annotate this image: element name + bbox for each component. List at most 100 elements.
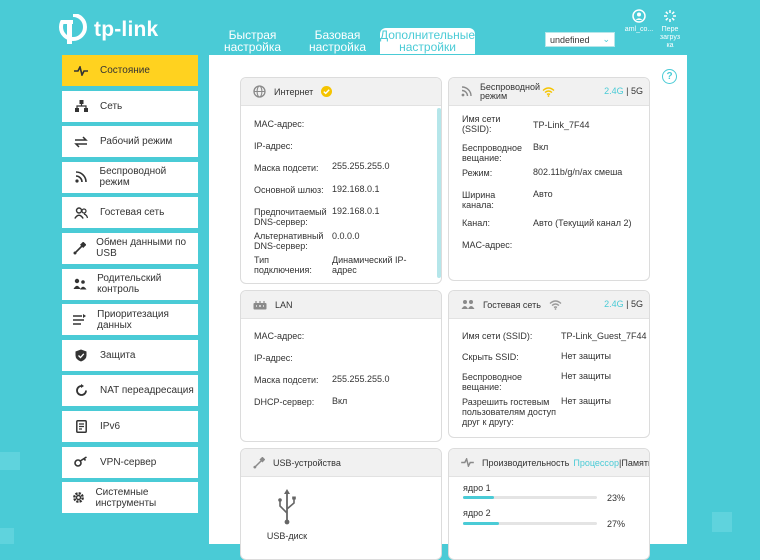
switch-arrows-icon — [62, 136, 100, 148]
gear-icon — [62, 491, 95, 504]
network-icon — [62, 100, 100, 113]
internet-value: 255.255.255.0 — [332, 161, 390, 171]
wireless-label: Беспроводное вещание: — [462, 143, 523, 163]
wifi-icon — [549, 299, 562, 310]
tab-basic[interactable]: Базовая настройка — [308, 28, 367, 54]
guest-label: Разрешить гостевым пользователям доступ … — [462, 397, 557, 427]
sidebar-item-label: Защита — [100, 349, 136, 361]
account-label: aml_co... — [624, 26, 654, 33]
band-5g-tab[interactable]: 5G — [630, 86, 643, 96]
sidebar-item-usb-sharing[interactable]: Обмен данными по USB — [62, 232, 198, 264]
logo-text: tp-link — [94, 18, 159, 41]
guest-band-switch: 2.4G | 5G — [604, 299, 643, 309]
tp-link-logo: tp-link — [58, 14, 158, 46]
wireless-value: 802.11b/g/n/ax смеша — [533, 167, 623, 177]
sidebar-item-guest-network[interactable]: Гостевая сеть — [62, 197, 198, 229]
usb-icon — [62, 241, 96, 255]
wireless-icon — [62, 171, 100, 183]
sidebar: Состояние Сеть Рабочий режим Беспроводно… — [62, 55, 198, 518]
internet-value: 192.168.0.1 — [332, 206, 380, 216]
account-button[interactable]: aml_co... — [622, 9, 656, 34]
band-separator: | — [623, 86, 631, 96]
chevron-down-icon: ⌄ — [602, 34, 610, 44]
top-tabs: Быстрая настройка Базовая настройка Допо… — [210, 28, 475, 54]
internet-label: MAC-адрес: — [254, 119, 305, 129]
sidebar-item-vpn-server[interactable]: VPN-сервер — [62, 446, 198, 478]
internet-label: IP-адрес: — [254, 141, 293, 151]
sidebar-item-label: Родительский контроль — [97, 273, 162, 296]
tab-separator: | — [619, 457, 622, 468]
lan-title: LAN — [275, 299, 293, 310]
tab-quick-setup[interactable]: Быстрая настройка — [223, 28, 282, 54]
lan-value: Вкл — [332, 396, 348, 406]
performance-title: Производительность — [482, 457, 570, 468]
usb-device-label: USB-диск — [266, 531, 308, 541]
sidebar-item-label: Состояние — [100, 65, 150, 76]
sidebar-item-label: Приоритезация данных — [97, 308, 169, 331]
help-icon[interactable]: ? — [662, 69, 677, 84]
document-icon — [62, 419, 100, 433]
sidebar-item-label: Гостевая сеть — [100, 207, 165, 219]
wireless-label: MAC-адрес: — [462, 240, 513, 250]
band-5g-tab[interactable]: 5G — [630, 299, 643, 309]
sidebar-item-wireless[interactable]: Беспроводной режим — [62, 161, 198, 193]
wireless-label: Режим: — [462, 168, 493, 178]
sidebar-item-label: Беспроводной режим — [99, 166, 167, 189]
internet-scrollbar[interactable] — [437, 108, 441, 278]
pulse-icon — [62, 65, 100, 76]
qos-icon — [62, 313, 97, 326]
guest-users-icon — [461, 299, 475, 310]
guest-card-header: Гостевая сеть 2.4G | 5G — [449, 291, 649, 319]
language-select[interactable]: undefined ⌄ — [545, 32, 615, 47]
guest-label: Беспроводное вещание: — [462, 372, 523, 392]
core-label: ядро 1 — [463, 483, 491, 493]
internet-label: Тип подключения: — [254, 255, 312, 275]
core-usage-fill — [463, 496, 494, 499]
wireless-label: Канал: — [462, 218, 490, 228]
sidebar-item-network[interactable]: Сеть — [62, 90, 198, 122]
internet-card: Интернет MAC-адрес: IP-адрес: Маска подс… — [240, 77, 442, 284]
core-percent: 23% — [607, 493, 626, 503]
internet-value: 192.168.0.1 — [332, 184, 380, 194]
usb-title: USB-устройства — [273, 457, 341, 468]
lan-label: MAC-адрес: — [254, 331, 305, 341]
main-panel: ? Интернет MAC-адрес: IP-адрес: Маска по… — [209, 55, 687, 560]
sidebar-item-ipv6[interactable]: IPv6 — [62, 410, 198, 442]
wireless-card: Беспроводной режим 2.4G | 5G Имя сети (S… — [448, 77, 650, 281]
sidebar-item-system-tools[interactable]: Системные инструменты — [62, 482, 198, 514]
wireless-band-switch: 2.4G | 5G — [604, 86, 643, 96]
sidebar-item-nat-forwarding[interactable]: NAT переадресация — [62, 375, 198, 407]
bg-decoration — [712, 512, 732, 532]
internet-value: Динамический IP-адрес — [332, 255, 407, 275]
sidebar-item-status[interactable]: Состояние — [62, 55, 198, 86]
wireless-value: TP-Link_7F44 — [533, 120, 590, 130]
lan-label: IP-адрес: — [254, 353, 293, 363]
sidebar-item-security[interactable]: Защита — [62, 339, 198, 371]
band-24g-tab[interactable]: 2.4G — [604, 299, 624, 309]
memory-tab[interactable]: Память — [621, 457, 650, 468]
globe-icon — [253, 85, 266, 98]
sidebar-item-qos[interactable]: Приоритезация данных — [62, 304, 198, 336]
usb-trident-icon — [278, 489, 296, 525]
core-label: ядро 2 — [463, 508, 491, 518]
cpu-tab[interactable]: Процессор — [573, 457, 620, 468]
family-icon — [62, 278, 97, 290]
wifi-icon — [542, 86, 555, 97]
reboot-button[interactable]: Пере загруз ка — [656, 9, 684, 50]
wireless-card-header: Беспроводной режим 2.4G | 5G — [449, 78, 649, 106]
guest-users-icon — [62, 207, 100, 219]
pulse-icon — [461, 458, 474, 467]
wireless-icon — [461, 86, 472, 97]
usb-icon — [253, 456, 265, 469]
guest-value: TP-Link_Guest_7F44 — [561, 331, 647, 341]
tab-advanced[interactable]: Дополнительные настройки — [380, 28, 475, 54]
wireless-label: Ширина канала: — [462, 190, 496, 210]
performance-card-header: Производительность Процессор | Память — [449, 449, 649, 477]
sidebar-item-parental-control[interactable]: Родительский контроль — [62, 268, 198, 300]
internet-label: Маска подсети: — [254, 163, 319, 173]
band-24g-tab[interactable]: 2.4G — [604, 86, 624, 96]
sidebar-item-operation-mode[interactable]: Рабочий режим — [62, 126, 198, 158]
bg-decoration — [0, 528, 14, 544]
usb-device[interactable]: USB-диск — [265, 489, 309, 541]
lan-card: LAN MAC-адрес: IP-адрес: Маска подсети: … — [240, 290, 442, 442]
